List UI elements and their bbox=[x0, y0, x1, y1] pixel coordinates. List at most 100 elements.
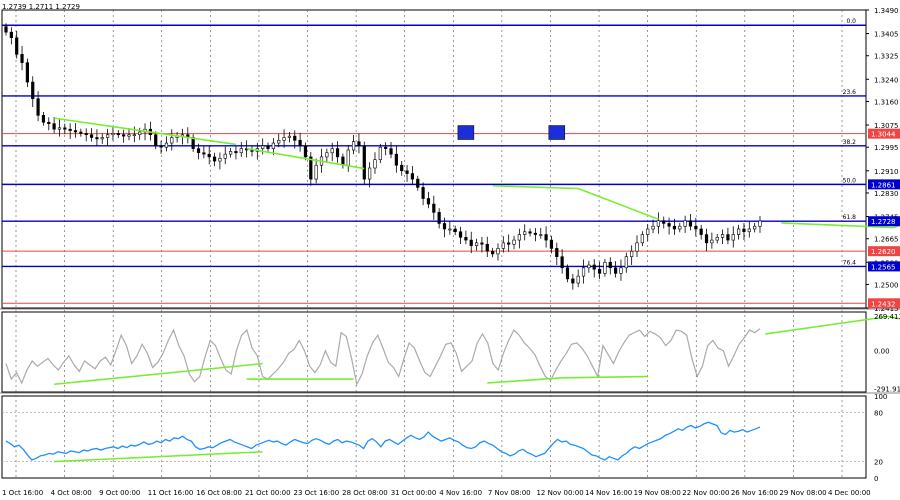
candle-body bbox=[400, 164, 404, 172]
candle-body bbox=[293, 135, 297, 141]
candle-body bbox=[325, 152, 329, 158]
candle-body bbox=[57, 127, 62, 130]
time-tick-label: 14 Nov 16:00 bbox=[585, 489, 632, 497]
candle-body bbox=[640, 234, 644, 244]
candle-body bbox=[544, 234, 548, 241]
candle-body bbox=[624, 256, 628, 269]
candle-body bbox=[351, 141, 356, 151]
candle-body bbox=[496, 248, 500, 255]
candle-body bbox=[100, 137, 104, 140]
price-level-tag-label: 1.2728 bbox=[871, 218, 896, 226]
candle-body bbox=[619, 267, 623, 274]
candle-body bbox=[635, 242, 639, 252]
candle-body bbox=[239, 148, 243, 154]
price-tick-label: 1.2415 bbox=[874, 305, 899, 313]
candle-body bbox=[138, 131, 142, 136]
candle-body bbox=[651, 225, 655, 230]
candle-body bbox=[111, 133, 115, 136]
candle-body bbox=[36, 98, 40, 116]
rsi-pane-frame bbox=[1, 395, 867, 479]
price-pane-frame bbox=[1, 9, 867, 309]
candle-body bbox=[501, 242, 505, 249]
rsi-pane[interactable] bbox=[2, 412, 866, 463]
price-level-tag-label: 1.2432 bbox=[871, 300, 896, 308]
time-tick-label: 28 Oct 08:00 bbox=[342, 489, 388, 497]
candle-body bbox=[368, 167, 372, 180]
candle-body bbox=[373, 159, 377, 169]
candle-body bbox=[378, 146, 382, 160]
price-tick-label: 1.2995 bbox=[874, 144, 899, 152]
candle-body bbox=[560, 256, 564, 269]
time-tick-label: 1 Oct 16:00 bbox=[2, 489, 43, 497]
candle-body bbox=[287, 135, 292, 138]
rsi-tick-label: 20 bbox=[874, 459, 883, 467]
signal-marker bbox=[548, 125, 566, 140]
candle-body bbox=[228, 151, 233, 155]
price-tick-label: 1.3405 bbox=[874, 31, 899, 39]
rsi-trend-line bbox=[54, 450, 263, 463]
price-tick-label: 1.2910 bbox=[874, 168, 899, 176]
candle-body bbox=[207, 153, 211, 158]
candle-body bbox=[282, 137, 286, 141]
candle-body bbox=[662, 220, 666, 224]
price-pane[interactable]: 0.0 23.6 38.2 50.0 61.8 76.4 bbox=[2, 18, 900, 304]
price-axis[interactable]: 1.3490 1.3405 1.3325 1.3240 1.3160 1.3075 1.29… bbox=[866, 7, 900, 483]
price-tick-label: 1.3490 bbox=[874, 7, 899, 15]
candle-body bbox=[73, 130, 78, 133]
candle-body bbox=[731, 234, 735, 241]
candle-body bbox=[512, 239, 516, 245]
candle-body bbox=[747, 228, 751, 233]
candle-body bbox=[720, 234, 725, 238]
candle-body bbox=[737, 228, 741, 235]
candle-body bbox=[699, 228, 703, 235]
price-level-tag bbox=[868, 246, 900, 257]
candle-body bbox=[533, 232, 538, 235]
price-level-tag bbox=[868, 298, 900, 309]
vertical-grid bbox=[0, 9, 900, 479]
candle-body bbox=[298, 139, 302, 147]
cci-trend-line bbox=[888, 315, 900, 320]
candle-body bbox=[127, 134, 131, 137]
candle-body bbox=[89, 134, 94, 138]
candle-body bbox=[52, 123, 56, 130]
time-tick-label: 4 Dec 00:00 bbox=[828, 489, 871, 497]
candle-body bbox=[212, 156, 217, 162]
candle-body bbox=[116, 133, 120, 136]
candle-body bbox=[688, 220, 693, 227]
time-tick-label: 31 Oct 00:00 bbox=[391, 489, 437, 497]
cci-pane[interactable] bbox=[5, 315, 900, 387]
fibonacci-level-label: 38.2 bbox=[843, 139, 857, 146]
candle-body bbox=[132, 134, 136, 137]
candle-body bbox=[523, 231, 527, 235]
candle-body bbox=[646, 228, 650, 235]
candle-body bbox=[416, 178, 420, 188]
candle-body bbox=[31, 81, 35, 100]
time-tick-label: 4 Oct 08:00 bbox=[51, 489, 92, 497]
candle-body bbox=[357, 141, 361, 147]
time-tick-label: 16 Oct 08:00 bbox=[196, 489, 242, 497]
candle-body bbox=[667, 223, 671, 227]
candle-body bbox=[426, 198, 431, 205]
fibonacci-level-label: 0.0 bbox=[846, 18, 856, 25]
trend-line bbox=[492, 184, 579, 190]
signal-marker bbox=[457, 125, 475, 140]
fibonacci-level-label: 50.0 bbox=[843, 177, 857, 184]
cci-pane-frame bbox=[1, 311, 867, 393]
candle-body bbox=[266, 145, 270, 149]
candle-body bbox=[25, 62, 29, 83]
time-tick-label: 21 Oct 00:00 bbox=[245, 489, 291, 497]
price-level-tag bbox=[868, 128, 900, 139]
time-axis[interactable]: 1 Oct 16:00 4 Oct 08:00 9 Oct 00:00 11 Oct … bbox=[2, 489, 871, 497]
candle-body bbox=[507, 242, 511, 245]
time-tick-label: 12 Nov 00:00 bbox=[536, 489, 583, 497]
price-level-tag bbox=[868, 261, 900, 272]
candle-body bbox=[277, 139, 281, 144]
candle-body bbox=[421, 187, 425, 199]
price-level-tag-label: 1.3044 bbox=[871, 131, 896, 139]
price-tick-label: 1.2500 bbox=[874, 281, 899, 289]
cci-trend-line bbox=[765, 315, 889, 335]
candle-body bbox=[480, 242, 484, 245]
candle-body bbox=[597, 268, 602, 274]
candle-body bbox=[154, 134, 158, 147]
price-level-tag-label: 1.2620 bbox=[871, 248, 896, 256]
